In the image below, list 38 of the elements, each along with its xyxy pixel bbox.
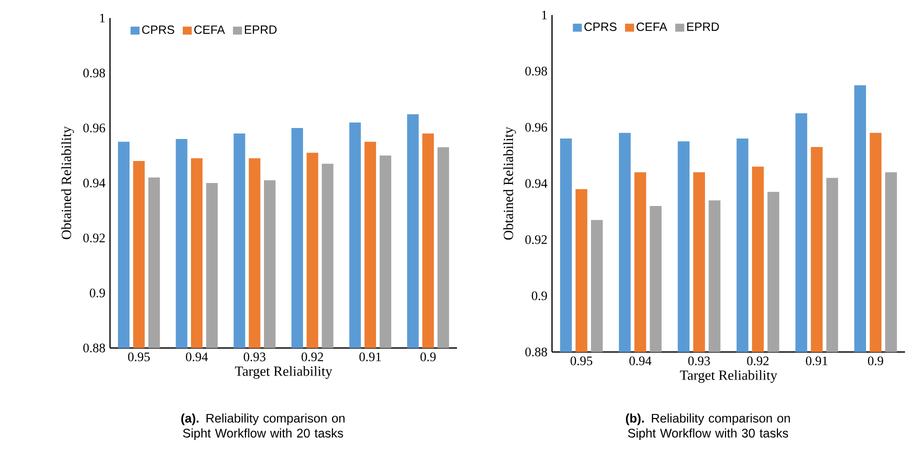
y-tick-label: 0.88	[83, 344, 106, 352]
y-tick-label: 1	[542, 10, 547, 20]
text: (b). Reliability comparison on Sipht Workflow with 30 tasks	[626, 413, 790, 440]
legend-label: CPRS	[142, 25, 174, 34]
y-tick-label: 0.9	[532, 291, 547, 300]
x-tick-label: 0.95	[570, 356, 592, 366]
legend-label: CEFA	[194, 25, 225, 34]
x-tick-label: 0.91	[806, 356, 828, 366]
legend-label: CPRS	[584, 22, 616, 31]
x-tick-label: 0.93	[688, 356, 710, 366]
x-tick-label: 0.9	[420, 352, 436, 362]
text: (a). Reliability comparison on Sipht Workflow with 20 tasks	[181, 413, 345, 440]
y-tick-label: 0.94	[83, 178, 106, 188]
y-tick-label: 0.98	[525, 66, 548, 76]
y-axis-title: Obtained Reliability	[503, 126, 516, 240]
y-tick-label: 0.96	[525, 122, 548, 132]
y-tick-label: 0.92	[525, 235, 547, 244]
x-tick-label: 0.93	[244, 352, 266, 362]
x-tick-label: 0.95	[128, 352, 150, 362]
x-axis-title: Target Reliability	[680, 370, 778, 383]
x-tick-label: 0.91	[359, 352, 381, 362]
y-tick-label: 0.98	[83, 68, 106, 78]
y-tick-label: 1	[100, 14, 105, 22]
legend-label: CEFA	[636, 22, 668, 31]
x-tick-label: 0.9	[868, 356, 884, 366]
y-axis-title: Obtained Reliability	[61, 126, 74, 240]
y-tick-label: 0.88	[525, 348, 548, 356]
x-tick-label: 0.94	[186, 352, 208, 362]
y-tick-label: 0.94	[525, 179, 548, 188]
x-tick-label: 0.92	[747, 356, 769, 366]
y-tick-label: 0.9	[90, 288, 105, 298]
legend-label: EPRD	[687, 22, 719, 31]
x-tick-label: 0.92	[302, 352, 324, 362]
legend-label: EPRD	[244, 26, 277, 34]
x-axis-title: Target Reliability	[234, 366, 332, 379]
y-tick-label: 0.92	[83, 234, 105, 242]
y-tick-label: 0.96	[83, 124, 106, 132]
x-tick-label: 0.94	[629, 356, 652, 366]
